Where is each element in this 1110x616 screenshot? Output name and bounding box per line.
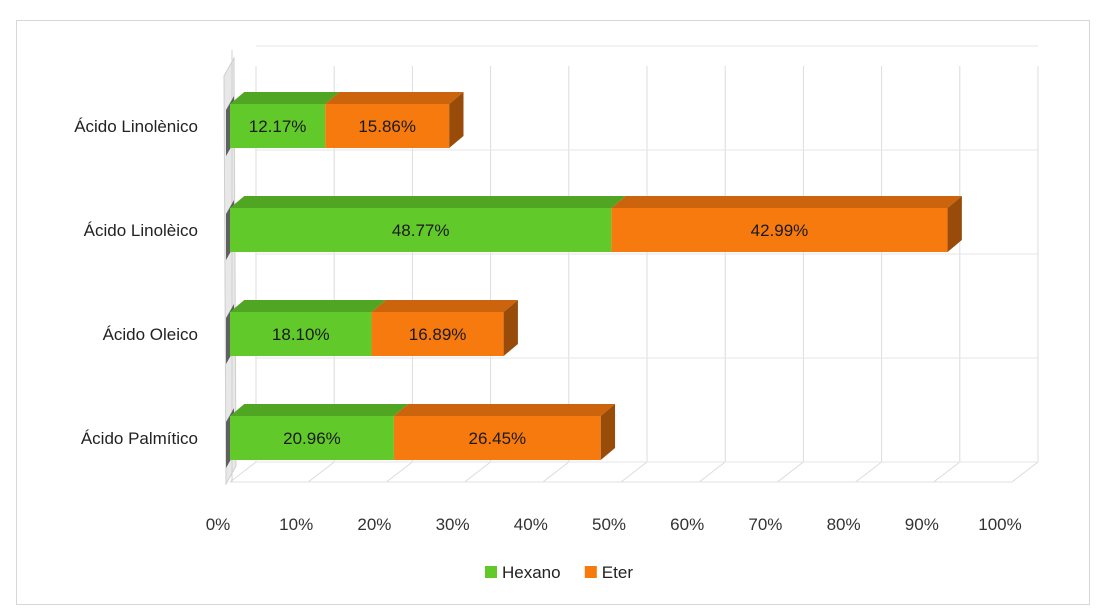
bar-eter-top (371, 300, 518, 312)
data-label-eter: 26.45% (468, 429, 526, 448)
data-label-eter: 16.89% (409, 325, 467, 344)
gridline-floor (933, 461, 961, 483)
bar-hexano-front (230, 312, 372, 356)
legend-swatch-eter (584, 566, 597, 578)
bar-hexano-top (230, 404, 409, 416)
legend-label-eter: Eter (602, 563, 634, 582)
legend-swatch-hexano (485, 566, 497, 578)
gridline-floor (464, 461, 491, 483)
x-tick-label: 50% (592, 515, 626, 534)
bar-hexano-front (230, 416, 394, 460)
bar-eter-top (393, 404, 616, 416)
bar-hexano-front (230, 104, 326, 148)
bar-hexano-top (230, 92, 340, 104)
category-label: Ácido Linolènico (74, 117, 198, 136)
data-label-eter: 15.86% (358, 117, 416, 136)
bar-eter-end (449, 92, 464, 148)
category-label: Ácido Oleico (103, 325, 198, 344)
x-tick-label: 10% (279, 515, 313, 534)
data-label-hexano: 20.96% (283, 429, 341, 448)
gridline-floor (855, 461, 882, 483)
legend-label-hexano: Hexano (502, 563, 561, 582)
bar-eter-front (371, 312, 504, 356)
x-tick-label: 100% (978, 515, 1021, 534)
data-label-hexano: 48.77% (392, 221, 450, 240)
bar-eter-end (947, 196, 962, 252)
x-tick-label: 30% (436, 515, 470, 534)
data-label-eter: 42.99% (751, 221, 809, 240)
bar-eter-front (325, 104, 450, 148)
bar-eter-front (393, 416, 601, 460)
bar-eter-end (600, 404, 616, 460)
category-label: Ácido Palmítico (81, 429, 198, 448)
bar-eter-front (611, 208, 948, 252)
x-tick-label: 40% (514, 515, 548, 534)
gridline-floor (542, 461, 570, 483)
gridline-floor (386, 461, 413, 483)
x-tick-label: 70% (748, 515, 782, 534)
x-tick-label: 0% (206, 515, 231, 534)
x-tick-label: 20% (357, 515, 391, 534)
bar-eter-top (325, 92, 464, 104)
chart-area-border (16, 20, 1090, 605)
data-label-hexano: 18.10% (272, 325, 330, 344)
bar-eter-top (611, 196, 962, 208)
x-tick-label: 90% (905, 515, 939, 534)
axis-side-wall (223, 56, 237, 486)
bar-eter-end (503, 300, 518, 356)
gridline-floor (229, 461, 257, 483)
gridline-floor (698, 461, 726, 483)
x-tick-label: 80% (827, 515, 861, 534)
category-label: Ácido Linolèico (84, 221, 198, 240)
gridline-floor (777, 461, 804, 483)
data-label-hexano: 12.17% (249, 117, 307, 136)
gridline-floor (620, 461, 648, 483)
x-tick-label: 60% (670, 515, 704, 534)
bar-hexano-front (230, 208, 612, 252)
gridline-floor (307, 461, 335, 483)
gridline-floor (1011, 461, 1039, 483)
bar-hexano-top (230, 300, 386, 312)
bar-hexano-top (230, 196, 626, 208)
